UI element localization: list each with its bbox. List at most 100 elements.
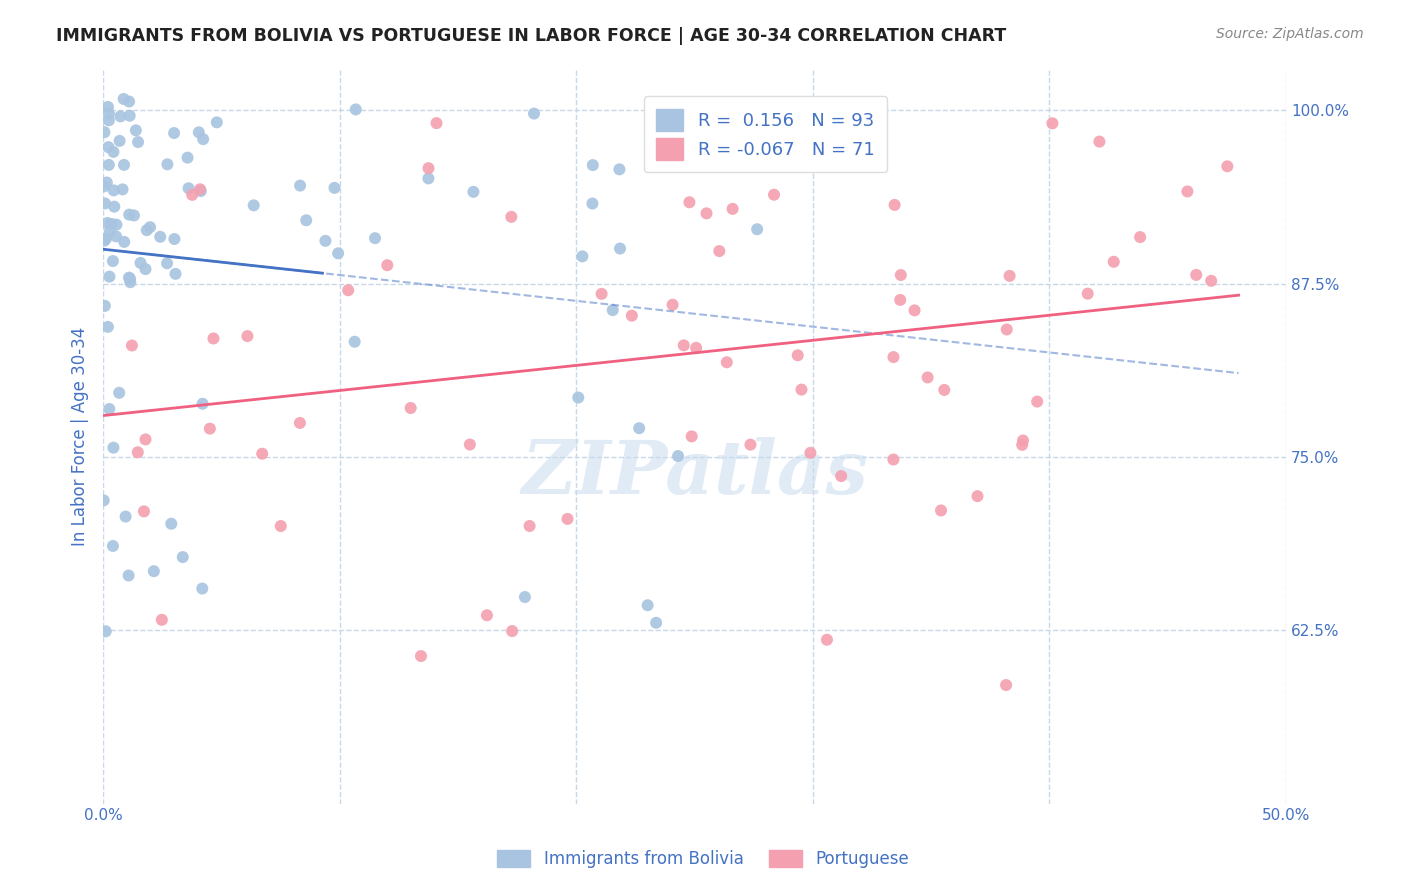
Point: [609, 242, 631, 256]
Point: [270, 519, 292, 533]
Point: [903, 303, 925, 318]
Point: [1012, 434, 1035, 448]
Point: [998, 268, 1021, 283]
Point: [96, 216, 118, 230]
Point: [97, 100, 120, 114]
Point: [100, 217, 122, 231]
Point: [97, 140, 120, 154]
Point: [98, 402, 121, 417]
Point: [163, 126, 186, 140]
Point: [721, 202, 744, 216]
Point: [118, 109, 141, 123]
Point: [695, 206, 717, 220]
Point: [150, 613, 173, 627]
Point: [799, 446, 821, 460]
Point: [134, 262, 156, 277]
Point: [108, 385, 131, 400]
Point: [94, 299, 117, 313]
Point: [117, 568, 139, 582]
Point: [1185, 268, 1208, 282]
Point: [418, 161, 440, 176]
Point: [661, 298, 683, 312]
Point: [142, 564, 165, 578]
Point: [118, 95, 141, 109]
Point: [890, 268, 912, 282]
Point: [995, 678, 1018, 692]
Point: [786, 348, 808, 362]
Point: [602, 303, 624, 318]
Point: [101, 254, 124, 268]
Point: [882, 350, 904, 364]
Point: [127, 445, 149, 459]
Point: [139, 220, 162, 235]
Legend: Immigrants from Bolivia, Portuguese: Immigrants from Bolivia, Portuguese: [491, 843, 915, 875]
Point: [740, 437, 762, 451]
Point: [501, 210, 523, 224]
Point: [889, 293, 911, 307]
Point: [160, 516, 183, 531]
Point: [582, 158, 605, 172]
Point: [127, 135, 149, 149]
Point: [1042, 116, 1064, 130]
Text: ZIPatlas: ZIPatlas: [522, 436, 868, 509]
Point: [337, 283, 360, 297]
Point: [344, 103, 367, 117]
Point: [815, 632, 838, 647]
Point: [97, 113, 120, 128]
Point: [685, 341, 707, 355]
Point: [191, 582, 214, 596]
Point: [557, 512, 579, 526]
Point: [364, 231, 387, 245]
Point: [1077, 286, 1099, 301]
Point: [716, 355, 738, 369]
Point: [114, 509, 136, 524]
Point: [202, 331, 225, 345]
Point: [637, 599, 659, 613]
Point: [105, 229, 128, 244]
Point: [190, 184, 212, 198]
Point: [98, 269, 121, 284]
Point: [112, 235, 135, 249]
Point: [830, 469, 852, 483]
Point: [1129, 230, 1152, 244]
Point: [111, 182, 134, 196]
Point: [193, 132, 215, 146]
Point: [165, 267, 187, 281]
Point: [917, 370, 939, 384]
Point: [288, 416, 311, 430]
Legend: R =  0.156   N = 93, R = -0.067   N = 71: R = 0.156 N = 93, R = -0.067 N = 71: [644, 96, 887, 172]
Point: [103, 183, 125, 197]
Point: [519, 519, 541, 533]
Point: [98, 224, 121, 238]
Point: [475, 608, 498, 623]
Point: [94, 196, 117, 211]
Point: [1088, 135, 1111, 149]
Point: [409, 648, 432, 663]
Point: [94, 624, 117, 639]
Point: [682, 96, 704, 111]
Point: [135, 433, 157, 447]
Text: IMMIGRANTS FROM BOLIVIA VS PORTUGUESE IN LABOR FORCE | AGE 30-34 CORRELATION CHA: IMMIGRANTS FROM BOLIVIA VS PORTUGUESE IN…: [56, 27, 1007, 45]
Point: [882, 452, 904, 467]
Point: [122, 208, 145, 222]
Point: [929, 503, 952, 517]
Point: [118, 271, 141, 285]
Y-axis label: In Labor Force | Age 30-34: In Labor Force | Age 30-34: [72, 326, 89, 546]
Point: [323, 181, 346, 195]
Point: [205, 115, 228, 129]
Point: [501, 624, 523, 638]
Point: [172, 550, 194, 565]
Point: [93, 234, 115, 248]
Point: [763, 187, 786, 202]
Point: [96, 176, 118, 190]
Point: [842, 158, 865, 172]
Point: [1216, 159, 1239, 173]
Point: [97, 158, 120, 172]
Point: [108, 134, 131, 148]
Point: [567, 391, 589, 405]
Point: [706, 153, 728, 168]
Point: [425, 116, 447, 130]
Point: [129, 256, 152, 270]
Point: [581, 196, 603, 211]
Point: [105, 218, 128, 232]
